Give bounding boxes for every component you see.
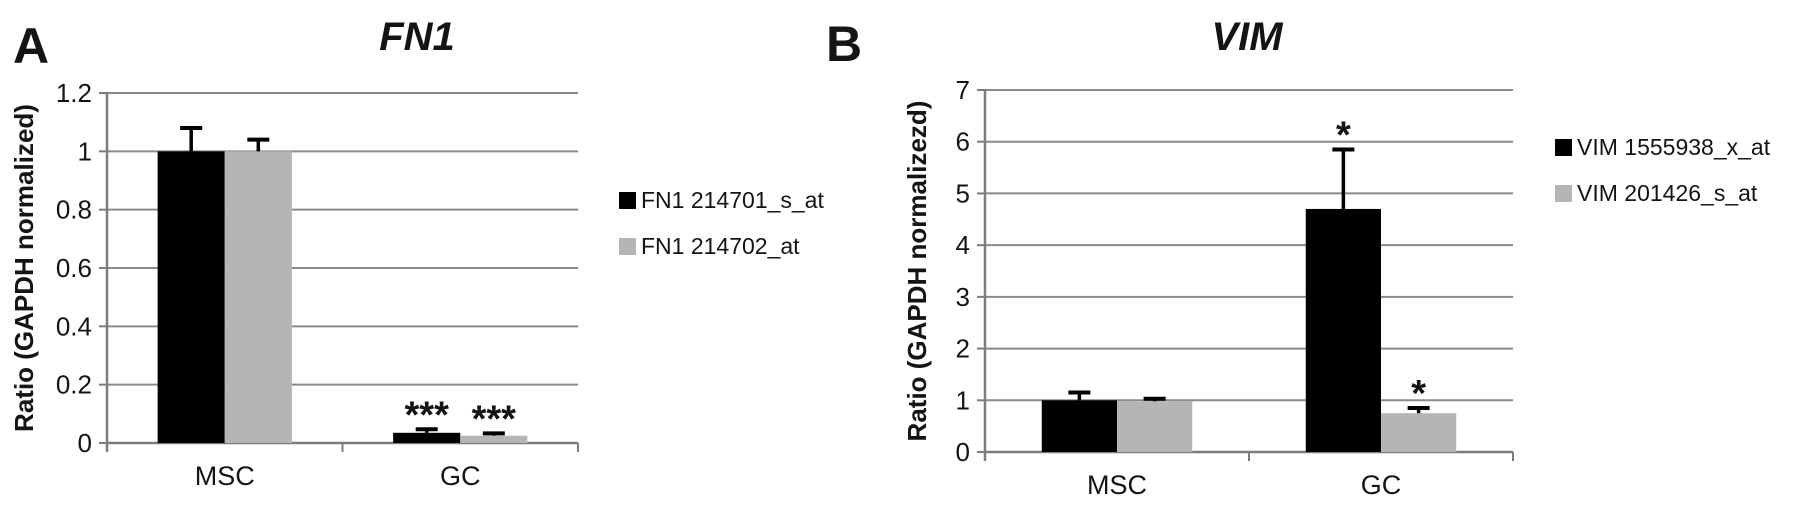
category-label: GC bbox=[440, 461, 481, 491]
ytick-label: 7 bbox=[956, 75, 970, 105]
category-label: MSC bbox=[195, 461, 255, 491]
ytick-label: 0 bbox=[956, 437, 970, 467]
bar bbox=[393, 432, 461, 443]
bar bbox=[1117, 401, 1193, 452]
ytick-label: 1 bbox=[956, 385, 970, 415]
bar bbox=[157, 151, 225, 444]
panel-b-letter: B bbox=[826, 16, 862, 72]
bar bbox=[224, 151, 292, 444]
panel-b-chart-title: VIM bbox=[1211, 15, 1284, 59]
legend-label-vim-201426: VIM 201426_s_at bbox=[1577, 180, 1758, 206]
ytick-label: 0.8 bbox=[56, 195, 92, 225]
bar bbox=[1305, 208, 1381, 452]
panel-b-legend: VIM 1555938_x_at VIM 201426_s_at bbox=[1555, 134, 1771, 206]
legend-swatch-vim-1555938 bbox=[1555, 139, 1572, 156]
ytick-label: 2 bbox=[956, 334, 970, 364]
panel-a-plot-area: 0 0.2 0.4 0.6 0.8 1 1.2 MSC GC *** *** bbox=[56, 78, 579, 491]
ytick-label: 6 bbox=[956, 127, 970, 157]
panel-b-plot-area: 0 1 2 3 4 5 6 7 MSC GC * * bbox=[956, 75, 1514, 500]
bar bbox=[1381, 413, 1457, 452]
ytick-label: 0.4 bbox=[56, 311, 92, 341]
ytick-label: 1 bbox=[78, 136, 92, 166]
ytick-label: 1.2 bbox=[56, 78, 92, 108]
bar bbox=[1041, 400, 1117, 452]
ytick-label: 5 bbox=[956, 178, 970, 208]
panel-a-y-axis-title: Ratio (GAPDH normalized) bbox=[9, 104, 39, 432]
category-label: GC bbox=[1361, 470, 1402, 500]
panel-a-letter: A bbox=[13, 18, 49, 74]
legend-swatch-fn1-214701 bbox=[619, 192, 636, 209]
significance-label: *** bbox=[405, 394, 450, 436]
panel-b-y-axis-title: Ratio (GAPDH normalizezd) bbox=[902, 101, 932, 442]
significance-label: * bbox=[1336, 114, 1351, 156]
ytick-label: 0.2 bbox=[56, 370, 92, 400]
legend-swatch-vim-201426 bbox=[1555, 185, 1572, 202]
panel-a-legend: FN1 214701_s_at FN1 214702_at bbox=[619, 187, 824, 259]
category-label: MSC bbox=[1087, 470, 1147, 500]
ytick-label: 0.6 bbox=[56, 253, 92, 283]
legend-swatch-fn1-214702 bbox=[619, 238, 636, 255]
legend-label-fn1-214701: FN1 214701_s_at bbox=[641, 187, 824, 213]
ytick-label: 4 bbox=[956, 230, 970, 260]
panel-a-chart-title: FN1 bbox=[379, 15, 455, 59]
legend-label-vim-1555938: VIM 1555938_x_at bbox=[1577, 134, 1771, 160]
ytick-label: 3 bbox=[956, 282, 970, 312]
significance-label: * bbox=[1411, 373, 1426, 415]
significance-label: *** bbox=[472, 398, 517, 440]
ytick-label: 0 bbox=[78, 428, 92, 458]
bar bbox=[460, 435, 528, 443]
legend-label-fn1-214702: FN1 214702_at bbox=[641, 233, 800, 259]
